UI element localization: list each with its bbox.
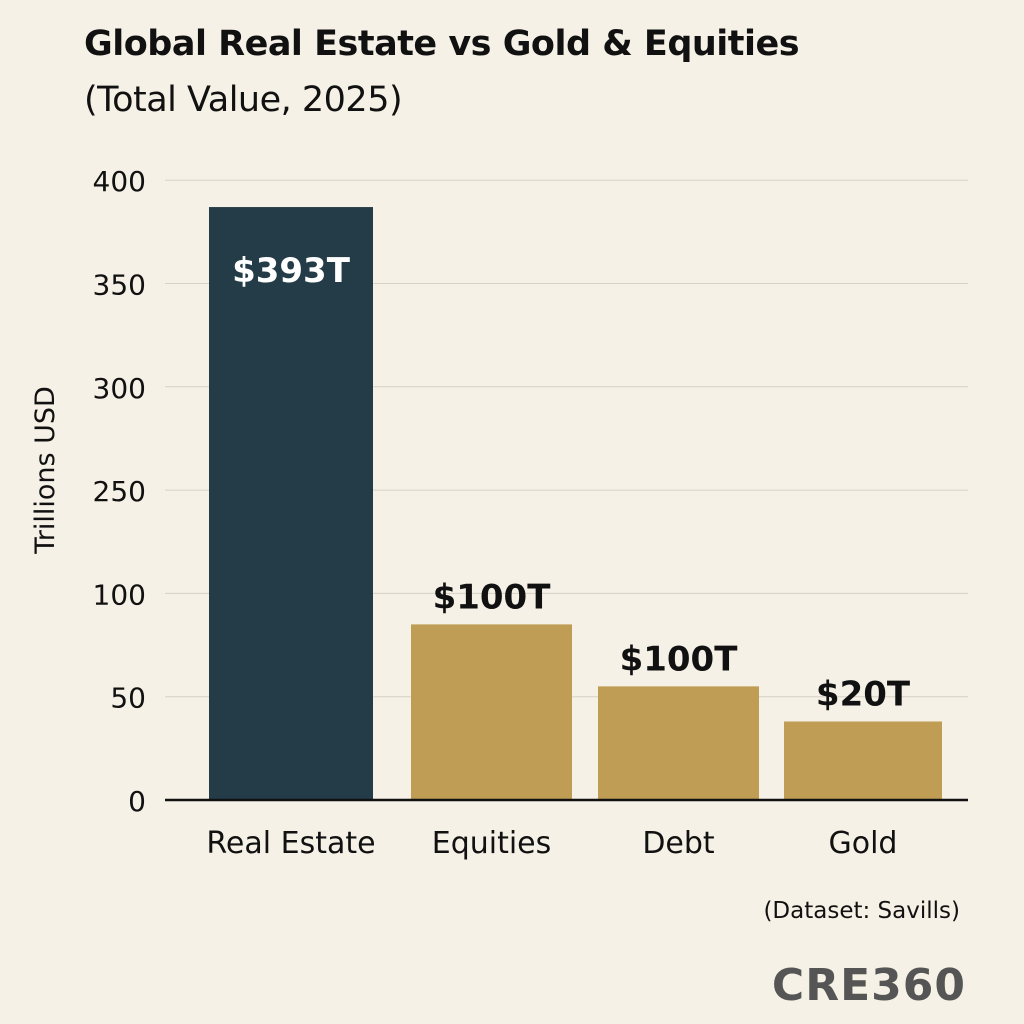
bar-equities bbox=[411, 624, 572, 800]
y-tick-label: 100 bbox=[93, 578, 146, 611]
bar-debt bbox=[598, 686, 759, 800]
y-axis-label: Trillions USD bbox=[30, 386, 61, 555]
bars bbox=[209, 207, 942, 801]
x-category-label: Equities bbox=[432, 826, 552, 861]
bar-chart: 0 50 100 250 300 350 400 Real Estate Equities De… bbox=[30, 165, 968, 861]
y-tick-label: 0 bbox=[128, 785, 146, 818]
y-tick-label: 250 bbox=[93, 475, 146, 508]
x-category-label: Debt bbox=[642, 826, 715, 861]
x-category-label: Gold bbox=[829, 826, 898, 861]
y-axis-ticks: 0 50 100 250 300 350 400 bbox=[93, 165, 146, 818]
y-tick-label: 300 bbox=[93, 372, 146, 405]
data-label: $100T bbox=[433, 577, 552, 617]
brand-logo: CRE360 bbox=[771, 960, 966, 1011]
source-note: (Dataset: Savills) bbox=[763, 898, 960, 924]
data-label: $100T bbox=[620, 639, 739, 679]
bar-real-estate bbox=[209, 207, 373, 801]
bar-gold bbox=[784, 721, 942, 800]
y-tick-label: 50 bbox=[110, 682, 146, 715]
y-tick-label: 400 bbox=[93, 165, 146, 198]
data-label: $393T bbox=[232, 251, 351, 291]
chart-subtitle: (Total Value, 2025) bbox=[84, 80, 403, 120]
data-label: $20T bbox=[816, 674, 911, 714]
x-category-label: Real Estate bbox=[206, 826, 375, 861]
chart-title: Global Real Estate vs Gold & Equities bbox=[84, 24, 800, 64]
y-tick-label: 350 bbox=[93, 269, 146, 302]
x-axis-categories: Real Estate Equities Debt Gold bbox=[206, 826, 897, 861]
data-labels: $393T $100T $100T $20T bbox=[232, 251, 911, 714]
